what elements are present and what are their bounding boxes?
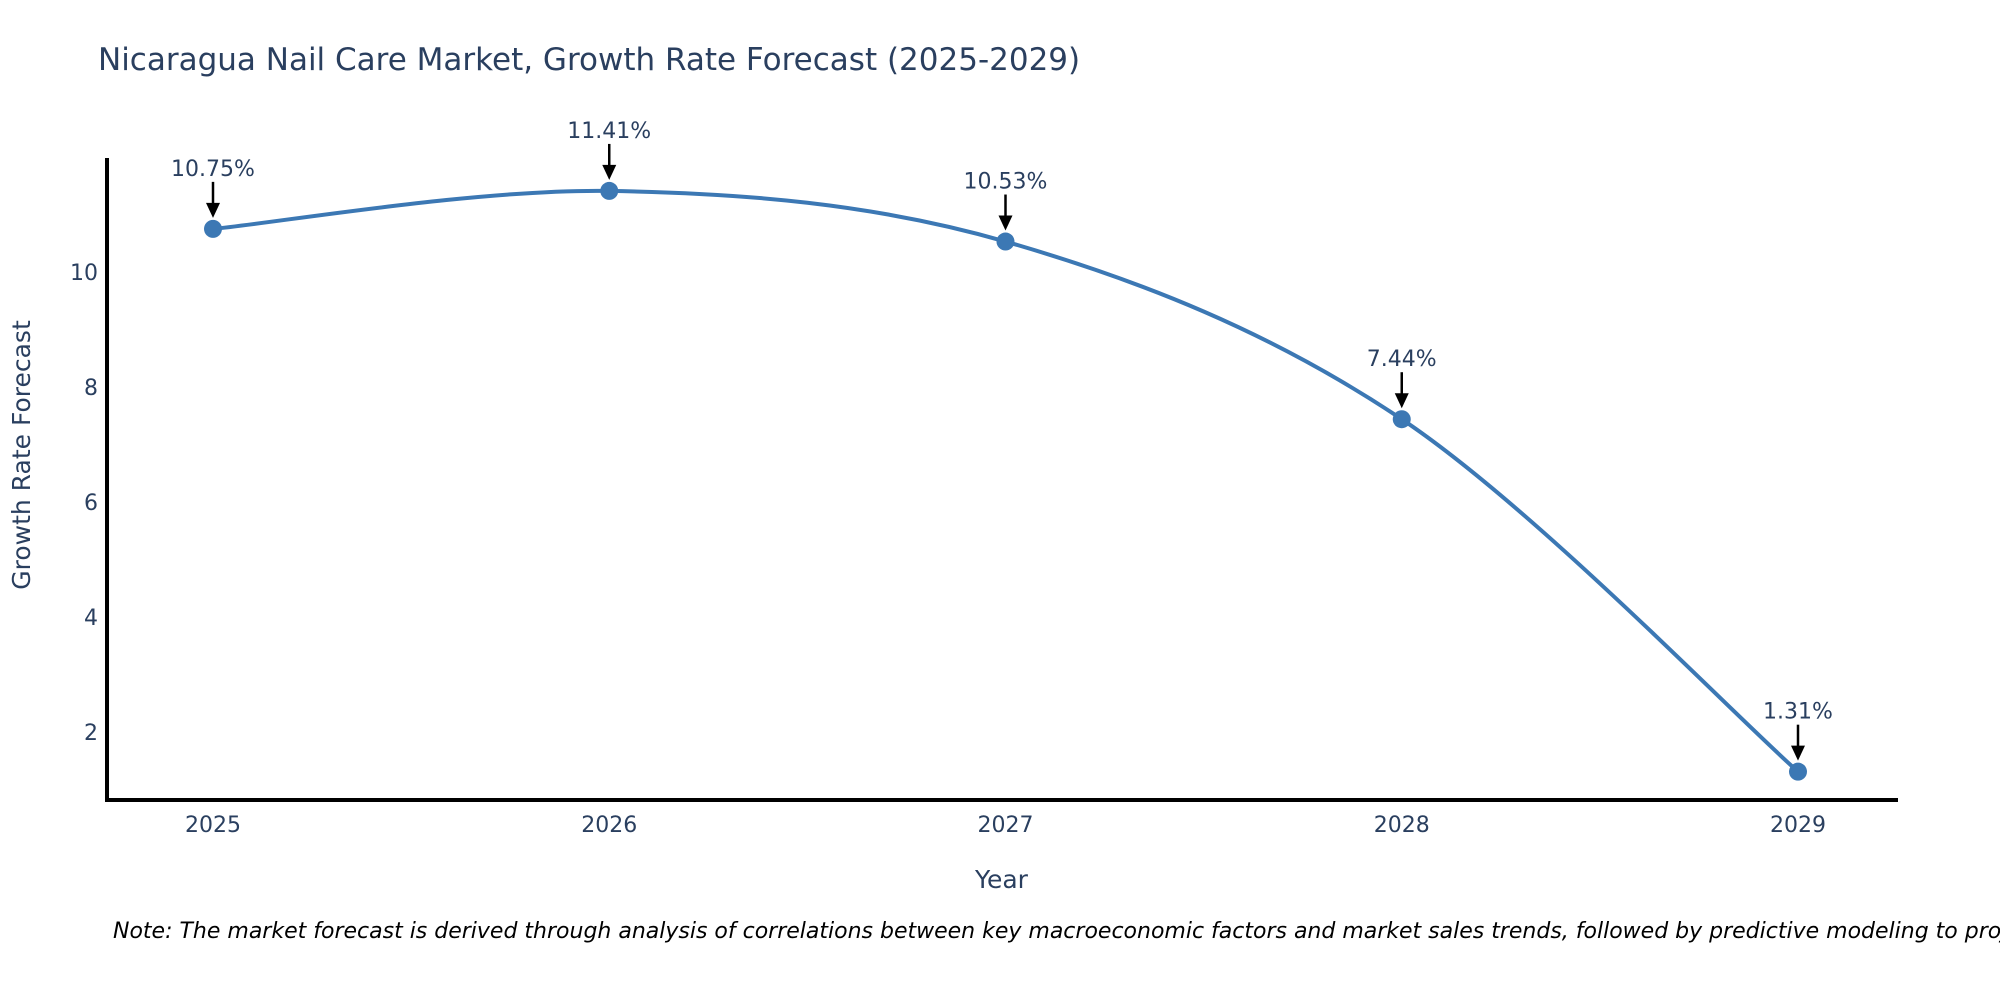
annotation-arrowhead-icon-2025 bbox=[206, 202, 220, 218]
y-tick-label-2: 2 bbox=[84, 721, 98, 746]
x-tick-label-2025: 2025 bbox=[185, 813, 241, 838]
x-tick-label-2028: 2028 bbox=[1374, 813, 1430, 838]
annotation-arrowhead-icon-2026 bbox=[602, 164, 617, 180]
point-label-2027: 10.53% bbox=[964, 170, 1048, 195]
x-tick-label-2027: 2027 bbox=[978, 813, 1034, 838]
point-label-2029: 1.31% bbox=[1763, 700, 1833, 725]
y-tick-label-4: 4 bbox=[84, 606, 98, 631]
x-tick-label-2029: 2029 bbox=[1770, 813, 1826, 838]
data-point-marker-2028 bbox=[1392, 410, 1411, 429]
x-tick-label-2026: 2026 bbox=[581, 813, 637, 838]
y-axis-title: Growth Rate Forecast bbox=[7, 320, 36, 590]
x-axis-title: Year bbox=[974, 865, 1029, 894]
data-point-marker-2026 bbox=[600, 181, 619, 200]
data-point-marker-2027 bbox=[996, 232, 1015, 251]
point-label-2026: 11.41% bbox=[567, 119, 651, 144]
forecast-trend-line bbox=[211, 188, 1800, 774]
y-tick-label-6: 6 bbox=[84, 491, 98, 516]
y-tick-label-8: 8 bbox=[84, 376, 98, 401]
point-label-2028: 7.44% bbox=[1367, 347, 1437, 372]
point-label-2025: 10.75% bbox=[171, 157, 255, 182]
y-tick-label-10: 10 bbox=[70, 261, 98, 286]
chart-title: Nicaragua Nail Care Market, Growth Rate … bbox=[98, 42, 1081, 78]
chart-footnote: Note: The market forecast is derived thr… bbox=[113, 919, 2000, 944]
annotation-arrowhead-icon-2028 bbox=[1394, 393, 1409, 409]
annotation-arrowhead-icon-2029 bbox=[1791, 745, 1805, 761]
data-point-marker-2025 bbox=[204, 219, 222, 238]
annotation-arrowhead-icon-2027 bbox=[998, 215, 1013, 231]
data-point-marker-2029 bbox=[1789, 762, 1807, 781]
